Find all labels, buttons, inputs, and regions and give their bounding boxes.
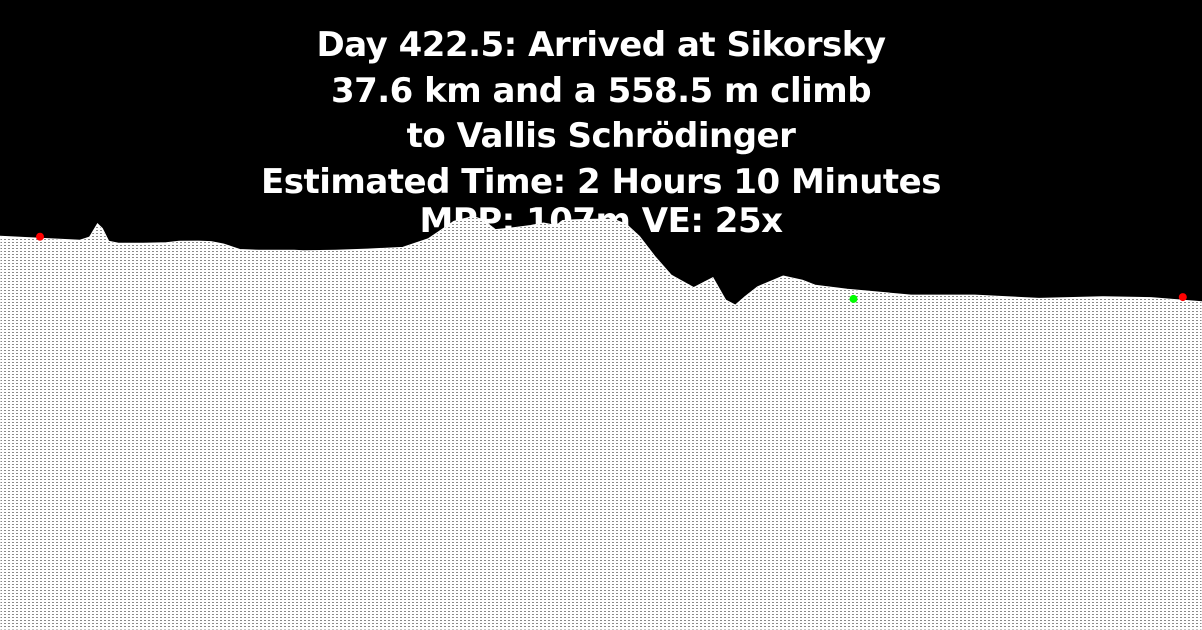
green-waypoint-marker-2 <box>849 294 858 303</box>
distance-climb-line: 37.6 km and a 558.5 m climb <box>330 71 872 111</box>
marker-layer <box>36 232 1187 303</box>
title-day-line: Day 422.5: Arrived at Sikorsky <box>316 25 886 65</box>
terrain-area <box>0 215 1202 630</box>
destination-line: to Vallis Schrödinger <box>406 116 796 156</box>
estimated-time-line: Estimated Time: 2 Hours 10 Minutes <box>261 162 941 202</box>
red-waypoint-marker-1 <box>36 232 44 241</box>
terrain-layer <box>0 215 1202 630</box>
red-waypoint-marker-3 <box>1178 293 1187 302</box>
